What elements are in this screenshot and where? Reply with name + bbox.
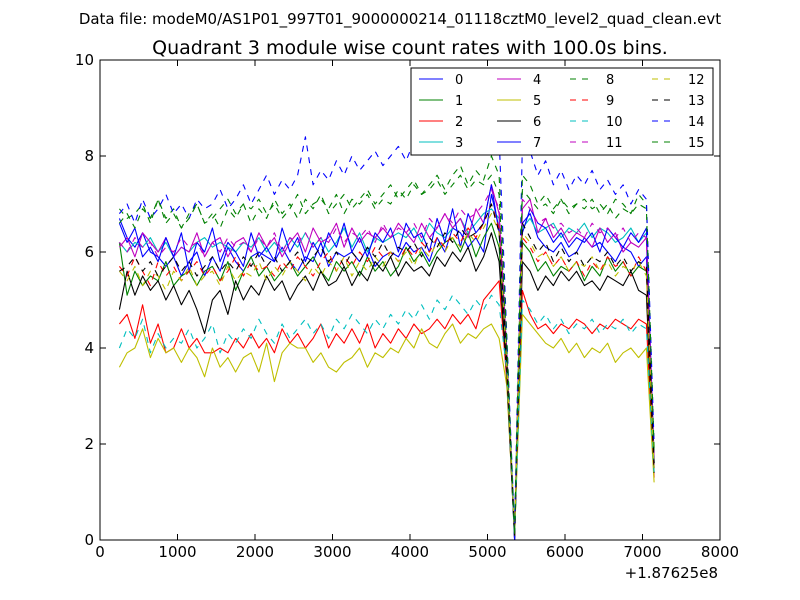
series-line-1 xyxy=(118,222,655,536)
legend-label-10: 10 xyxy=(606,115,623,130)
x-tick-label: 0 xyxy=(95,543,105,561)
series-line-6 xyxy=(118,232,655,541)
y-tick-label: 2 xyxy=(84,435,94,453)
legend-label-0: 0 xyxy=(455,73,463,88)
chart-title: Quadrant 3 module wise count rates with … xyxy=(152,37,668,59)
y-tick-label: 10 xyxy=(75,51,94,69)
legend-label-14: 14 xyxy=(688,115,705,130)
legend-label-8: 8 xyxy=(606,73,614,88)
x-tick-label: 6000 xyxy=(546,543,584,561)
legend-label-12: 12 xyxy=(688,73,705,88)
x-tick-label: 4000 xyxy=(391,543,429,561)
legend-label-3: 3 xyxy=(455,136,463,151)
y-tick-label: 0 xyxy=(84,531,94,549)
legend-label-9: 9 xyxy=(606,94,614,109)
legend-label-5: 5 xyxy=(533,94,541,109)
series-line-8 xyxy=(118,174,655,536)
x-tick-label: 3000 xyxy=(313,543,351,561)
series-line-14 xyxy=(118,107,655,531)
legend-label-6: 6 xyxy=(533,115,541,130)
x-tick-label: 2000 xyxy=(236,543,274,561)
series-line-9 xyxy=(118,203,655,536)
legend-label-1: 1 xyxy=(455,94,463,109)
series-line-11 xyxy=(118,189,655,531)
series-line-13 xyxy=(119,203,655,536)
legend-label-11: 11 xyxy=(606,136,623,151)
legend-label-15: 15 xyxy=(688,136,705,151)
series-line-2 xyxy=(118,280,655,536)
series-line-3 xyxy=(118,208,655,531)
y-tick-label: 6 xyxy=(84,243,94,261)
y-tick-label: 8 xyxy=(84,147,94,165)
x-tick-label: 5000 xyxy=(468,543,506,561)
legend-label-2: 2 xyxy=(455,115,463,130)
series-lines xyxy=(118,107,655,541)
x-tick-label: 1000 xyxy=(158,543,196,561)
series-line-4 xyxy=(118,184,655,536)
x-tick-label: 8000 xyxy=(701,543,739,561)
series-line-10 xyxy=(118,294,655,536)
x-offset-label: +1.87625e8 xyxy=(625,564,718,582)
legend-box xyxy=(410,67,714,156)
series-line-0 xyxy=(118,193,655,541)
legend-label-4: 4 xyxy=(533,73,541,88)
x-tick-label: 7000 xyxy=(623,543,661,561)
legend-label-13: 13 xyxy=(688,94,705,109)
series-line-5 xyxy=(118,313,655,536)
chart-suptitle: Data file: modeM0/AS1P01_997T01_90000002… xyxy=(79,10,721,29)
legend-label-7: 7 xyxy=(533,136,541,151)
y-tick-label: 4 xyxy=(84,339,94,357)
series-line-7 xyxy=(118,184,655,541)
series-line-15 xyxy=(118,155,655,536)
